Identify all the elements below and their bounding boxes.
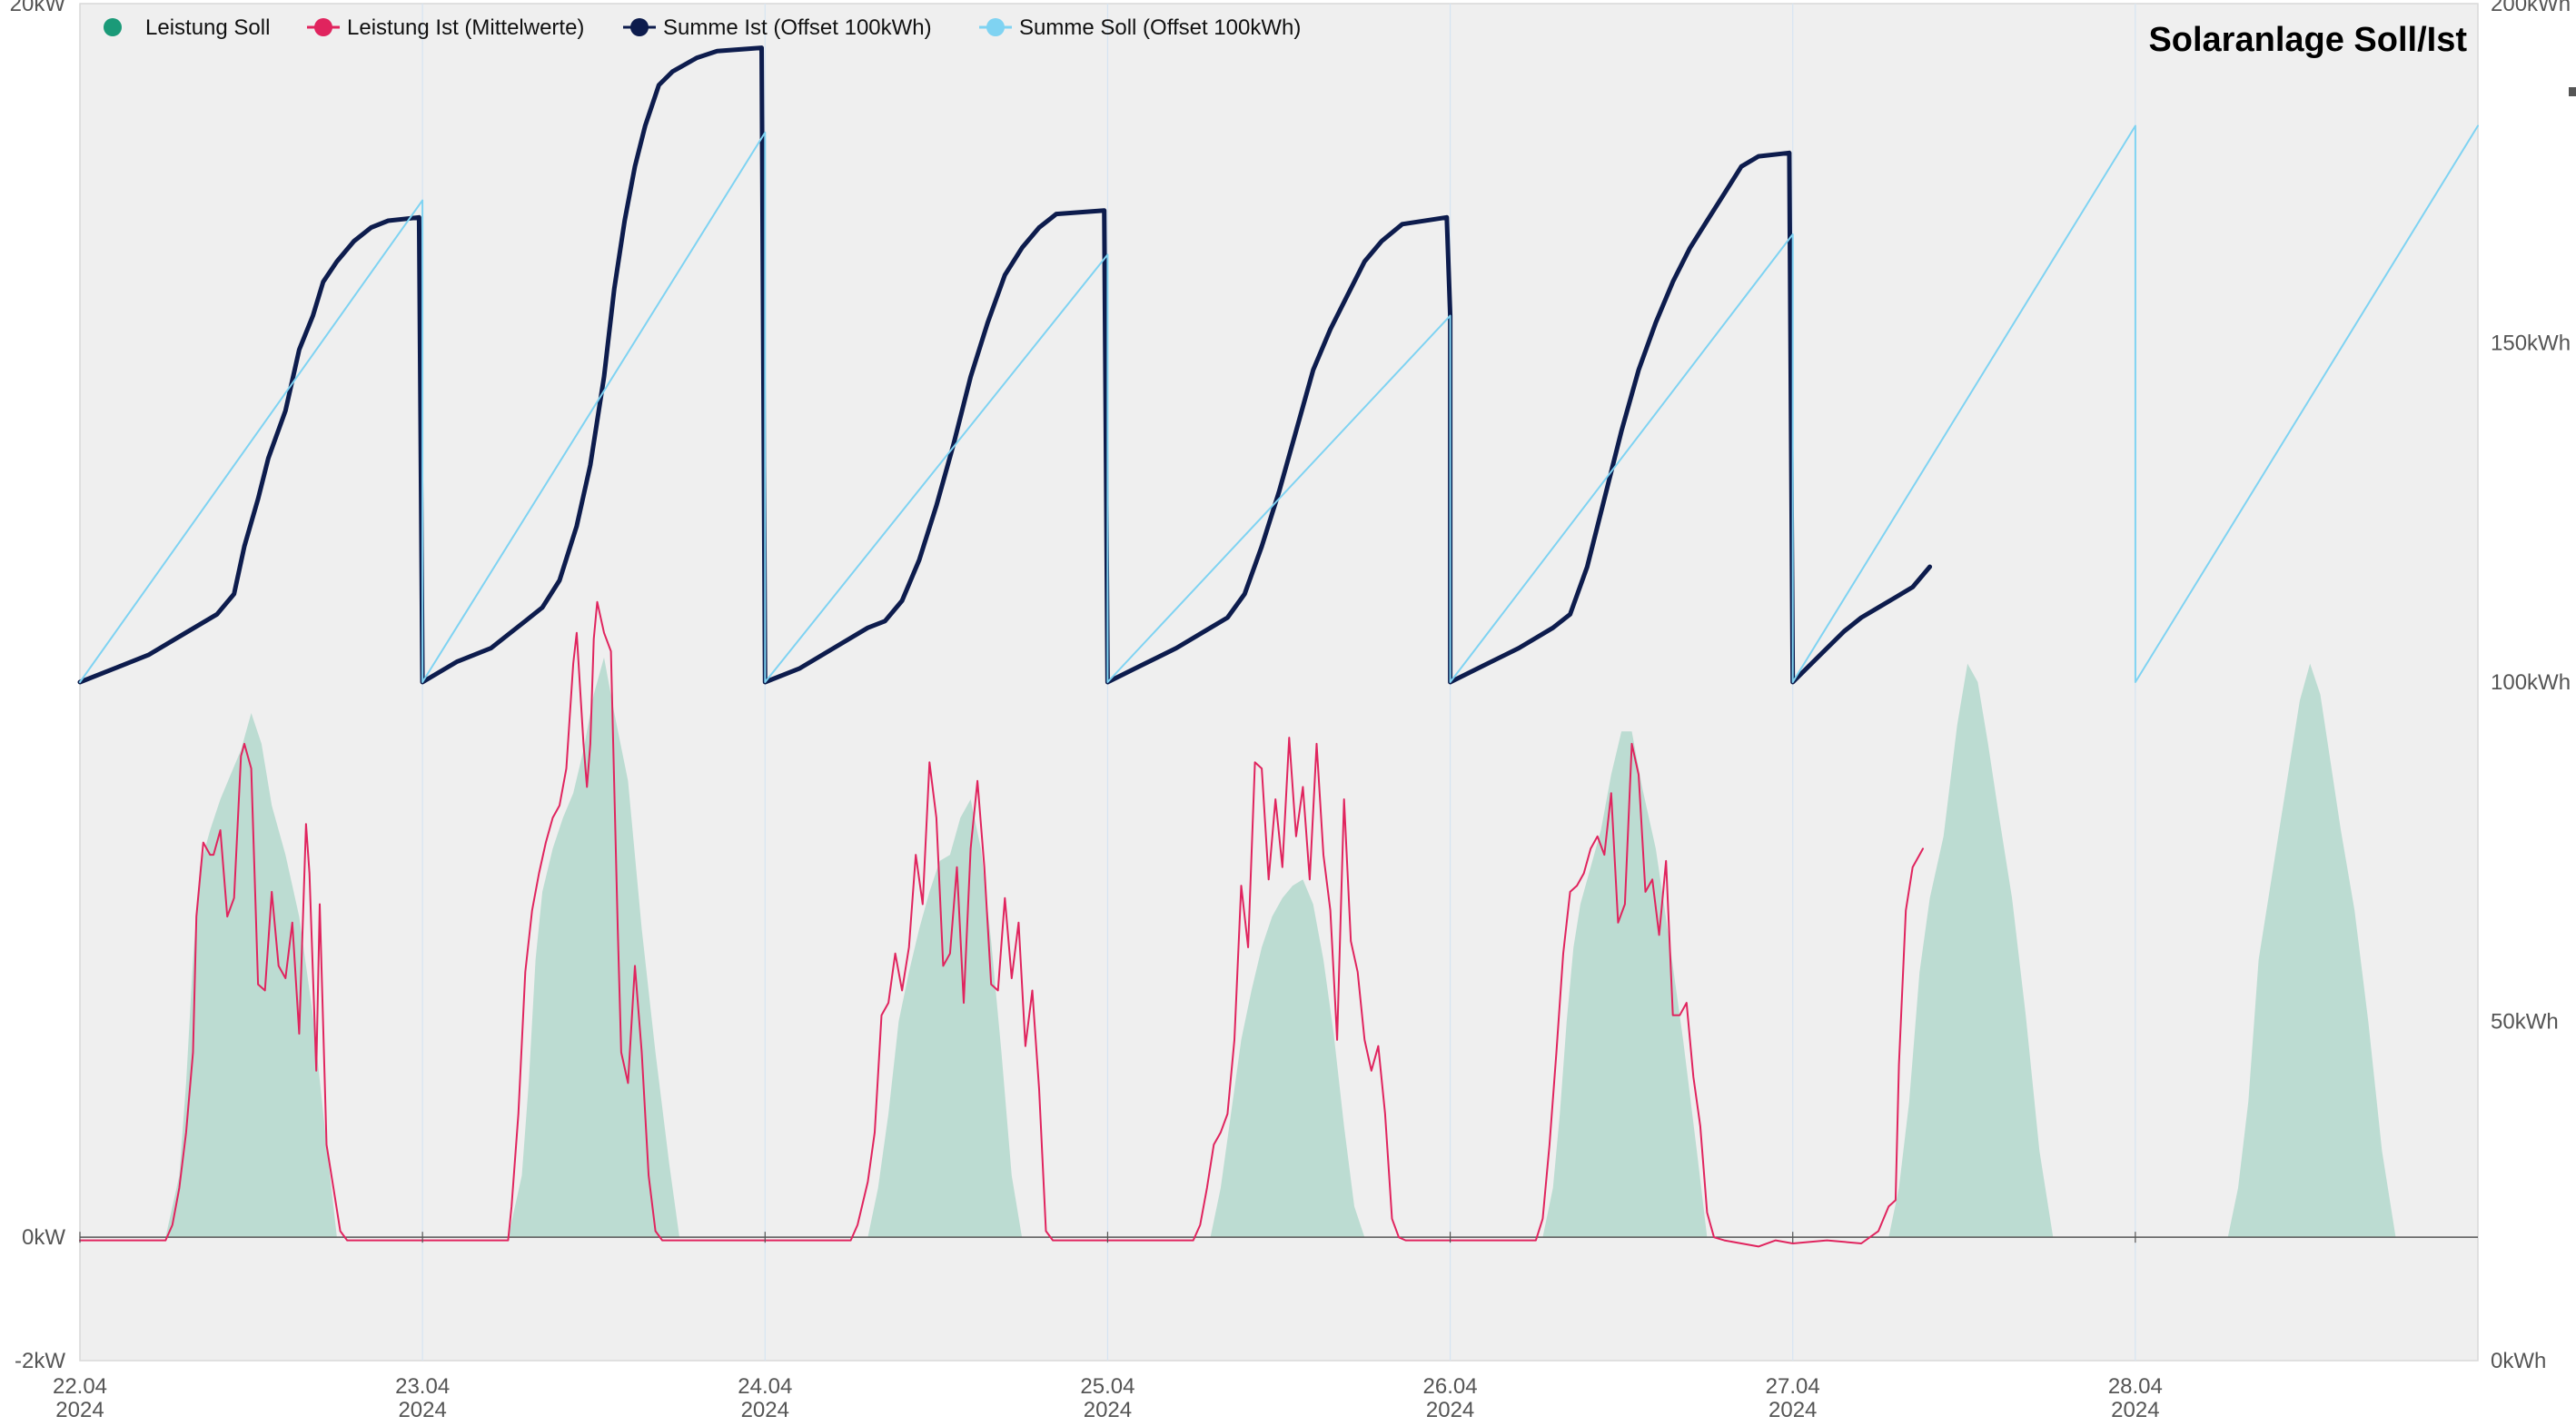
- right-axis: 200kWh 150kWh 100kWh 50kWh 0kWh: [2491, 0, 2571, 1373]
- right-axis-tick-label: 100kWh: [2491, 670, 2571, 695]
- legend-label: Leistung Soll: [145, 15, 270, 40]
- soll-area-day: [1888, 663, 2054, 1238]
- soll-area-day: [1210, 879, 1365, 1238]
- legend-label: Leistung Ist (Mittelwerte): [347, 15, 584, 40]
- x-axis-date-label: 25.04: [1080, 1374, 1134, 1399]
- x-axis-date-label: 23.04: [395, 1374, 450, 1399]
- chart-title: Solaranlage Soll/Ist: [2148, 21, 2467, 59]
- summe-ist-line: [77, 45, 1933, 685]
- x-axis-date-label: 22.04: [53, 1374, 107, 1399]
- soll-area-day: [508, 657, 679, 1238]
- x-axis-date-label: 24.04: [738, 1374, 792, 1399]
- x-axis-date-label: 26.04: [1423, 1374, 1478, 1399]
- summe-soll-line: [79, 124, 2479, 683]
- x-axis-year-label: 2024: [1426, 1398, 1474, 1422]
- leistung-ist-line: [79, 600, 1924, 1248]
- left-axis: 20kW 0kW -2kW: [10, 0, 66, 1373]
- legend-label: Summe Ist (Offset 100kWh): [663, 15, 932, 40]
- x-axis: 22.04202423.04202424.04202425.04202426.0…: [53, 1232, 2163, 1422]
- x-axis-year-label: 2024: [1769, 1398, 1817, 1422]
- x-axis-year-label: 2024: [1084, 1398, 1132, 1422]
- right-axis-tick-label: 150kWh: [2491, 332, 2571, 356]
- right-axis-tick-label: 0kWh: [2491, 1349, 2546, 1373]
- left-axis-tick-label: 0kW: [22, 1225, 65, 1250]
- soll-area-day: [867, 799, 1023, 1238]
- scrollbar-handle[interactable]: [2569, 87, 2576, 96]
- x-axis-year-label: 2024: [398, 1398, 446, 1422]
- soll-area-day: [1542, 731, 1708, 1238]
- legend-marker: [104, 18, 122, 36]
- legend-label: Summe Soll (Offset 100kWh): [1019, 15, 1301, 40]
- legend-marker: [314, 18, 332, 36]
- x-axis-year-label: 2024: [2111, 1398, 2159, 1422]
- right-axis-tick-label: 50kWh: [2491, 1010, 2559, 1035]
- legend-marker: [630, 18, 649, 36]
- series-lines: [77, 45, 2479, 1248]
- x-axis-date-label: 27.04: [1766, 1374, 1820, 1399]
- x-axis-year-label: 2024: [741, 1398, 789, 1422]
- left-axis-tick-label: -2kW: [15, 1349, 65, 1373]
- legend-marker: [986, 18, 1005, 36]
- right-axis-tick-label: 200kWh: [2491, 0, 2571, 16]
- legend: Leistung Soll Leistung Ist (Mittelwerte) S…: [104, 15, 1301, 40]
- x-axis-date-label: 28.04: [2108, 1374, 2163, 1399]
- x-axis-year-label: 2024: [55, 1398, 104, 1422]
- soll-power-areas: [165, 657, 2396, 1238]
- soll-area-day: [165, 713, 337, 1238]
- soll-area-day: [2227, 663, 2396, 1238]
- left-axis-tick-label: 20kW: [10, 0, 66, 16]
